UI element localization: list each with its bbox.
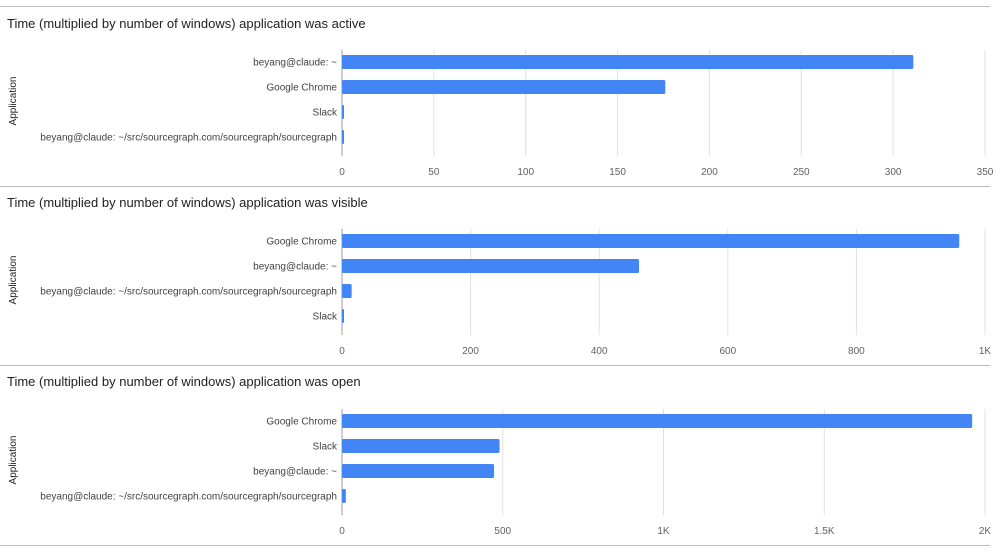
category-label: beyang@claude: ~: [253, 262, 337, 273]
x-tick-label: 0: [339, 167, 345, 178]
bar[interactable]: [342, 105, 344, 119]
x-tick-label: 0: [339, 346, 345, 357]
category-label: beyang@claude: ~/src/sourcegraph.com/sou…: [40, 492, 337, 503]
x-tick-label: 150: [609, 167, 626, 178]
x-tick-label: 800: [848, 346, 865, 357]
category-label: Slack: [313, 312, 338, 323]
panel-divider-1: [0, 186, 990, 187]
category-label: beyang@claude: ~: [253, 467, 337, 478]
bar[interactable]: [342, 284, 352, 298]
x-tick-label: 300: [885, 167, 902, 178]
x-tick-label: 200: [462, 346, 479, 357]
y-axis-title: Application: [8, 436, 19, 485]
category-label: Google Chrome: [266, 237, 337, 248]
x-tick-label: 600: [719, 346, 736, 357]
x-tick-label: 1K: [979, 346, 992, 357]
bar[interactable]: [342, 439, 500, 453]
category-label: Slack: [313, 108, 338, 119]
bar[interactable]: [342, 309, 344, 323]
panel-divider-top: [0, 6, 990, 7]
bar[interactable]: [342, 80, 666, 94]
category-label: beyang@claude: ~: [253, 58, 337, 69]
x-tick-label: 350: [977, 167, 994, 178]
x-tick-label: 100: [517, 167, 534, 178]
chart-title-open: Time (multiplied by number of windows) a…: [7, 374, 361, 389]
bar[interactable]: [342, 464, 495, 478]
x-tick-label: 2K: [979, 526, 992, 537]
bar[interactable]: [342, 414, 973, 428]
bar[interactable]: [342, 489, 346, 503]
category-label: Google Chrome: [266, 83, 337, 94]
category-label: beyang@claude: ~/src/sourcegraph.com/sou…: [40, 287, 337, 298]
x-tick-label: 1K: [657, 526, 670, 537]
chart-visible: 0 200 400 600 800 1K Google Chrome beyang@claud…: [8, 229, 992, 357]
chart-title-visible: Time (multiplied by number of windows) a…: [7, 195, 368, 210]
bar[interactable]: [342, 55, 914, 69]
chart-active: 0 50 100 150 200 250 300 350 beyang@claude: ~ Goo…: [8, 50, 994, 178]
x-tick-label: 400: [591, 346, 608, 357]
category-label: Slack: [313, 442, 338, 453]
x-tick-label: 50: [428, 167, 440, 178]
x-tick-label: 250: [793, 167, 810, 178]
category-label: beyang@claude: ~/src/sourcegraph.com/sou…: [40, 133, 337, 144]
bar[interactable]: [342, 130, 344, 144]
x-tick-label: 1.5K: [814, 526, 835, 537]
panel-divider-2: [0, 365, 990, 366]
chart-open: 0 500 1K 1.5K 2K Google Chrome Slack beyang@cla…: [8, 409, 992, 537]
y-axis-title: Application: [8, 77, 19, 126]
y-axis-title: Application: [8, 256, 19, 305]
x-tick-label: 200: [701, 167, 718, 178]
chart-title-active: Time (multiplied by number of windows) a…: [7, 16, 366, 31]
bar[interactable]: [342, 259, 640, 273]
panel-divider-bottom: [0, 545, 990, 546]
x-tick-label: 500: [494, 526, 511, 537]
x-tick-label: 0: [339, 526, 345, 537]
category-label: Google Chrome: [266, 417, 337, 428]
bar[interactable]: [342, 234, 960, 248]
